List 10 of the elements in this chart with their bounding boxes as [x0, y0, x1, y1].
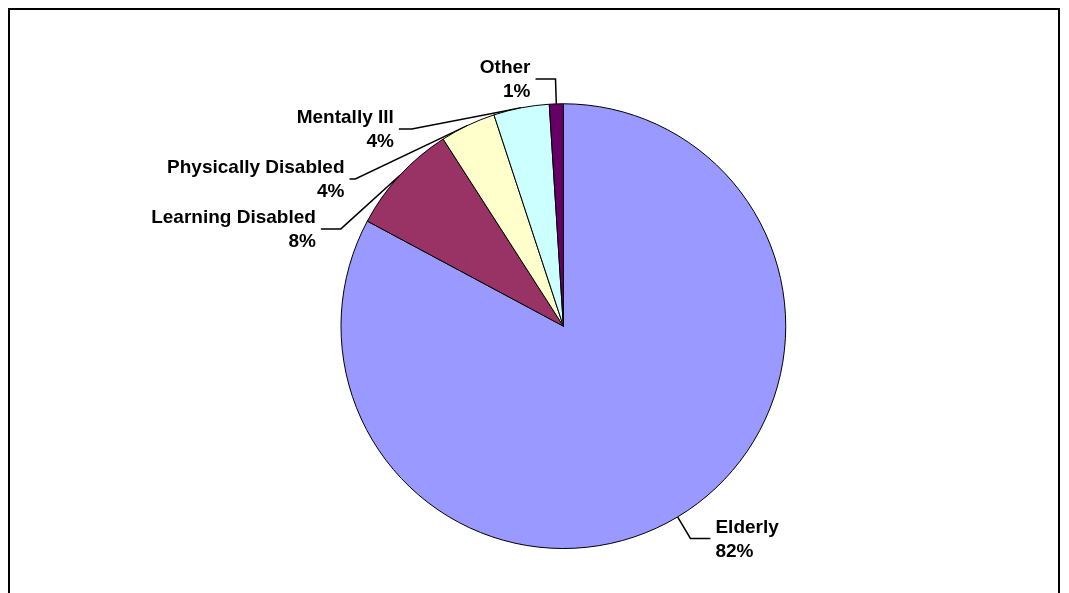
slice-label: Physically Disabled	[167, 156, 345, 178]
data-label: 4%	[317, 180, 345, 202]
slice-label: Learning Disabled	[151, 206, 316, 228]
slice-label: Mentally Ill	[296, 106, 394, 128]
data-label: 8%	[288, 230, 316, 252]
data-label: 1%	[503, 80, 531, 102]
slice-label: Elderly	[715, 515, 780, 537]
slice-label: Other	[479, 56, 532, 78]
data-label: 4%	[366, 130, 394, 152]
data-label: 82%	[715, 539, 754, 561]
